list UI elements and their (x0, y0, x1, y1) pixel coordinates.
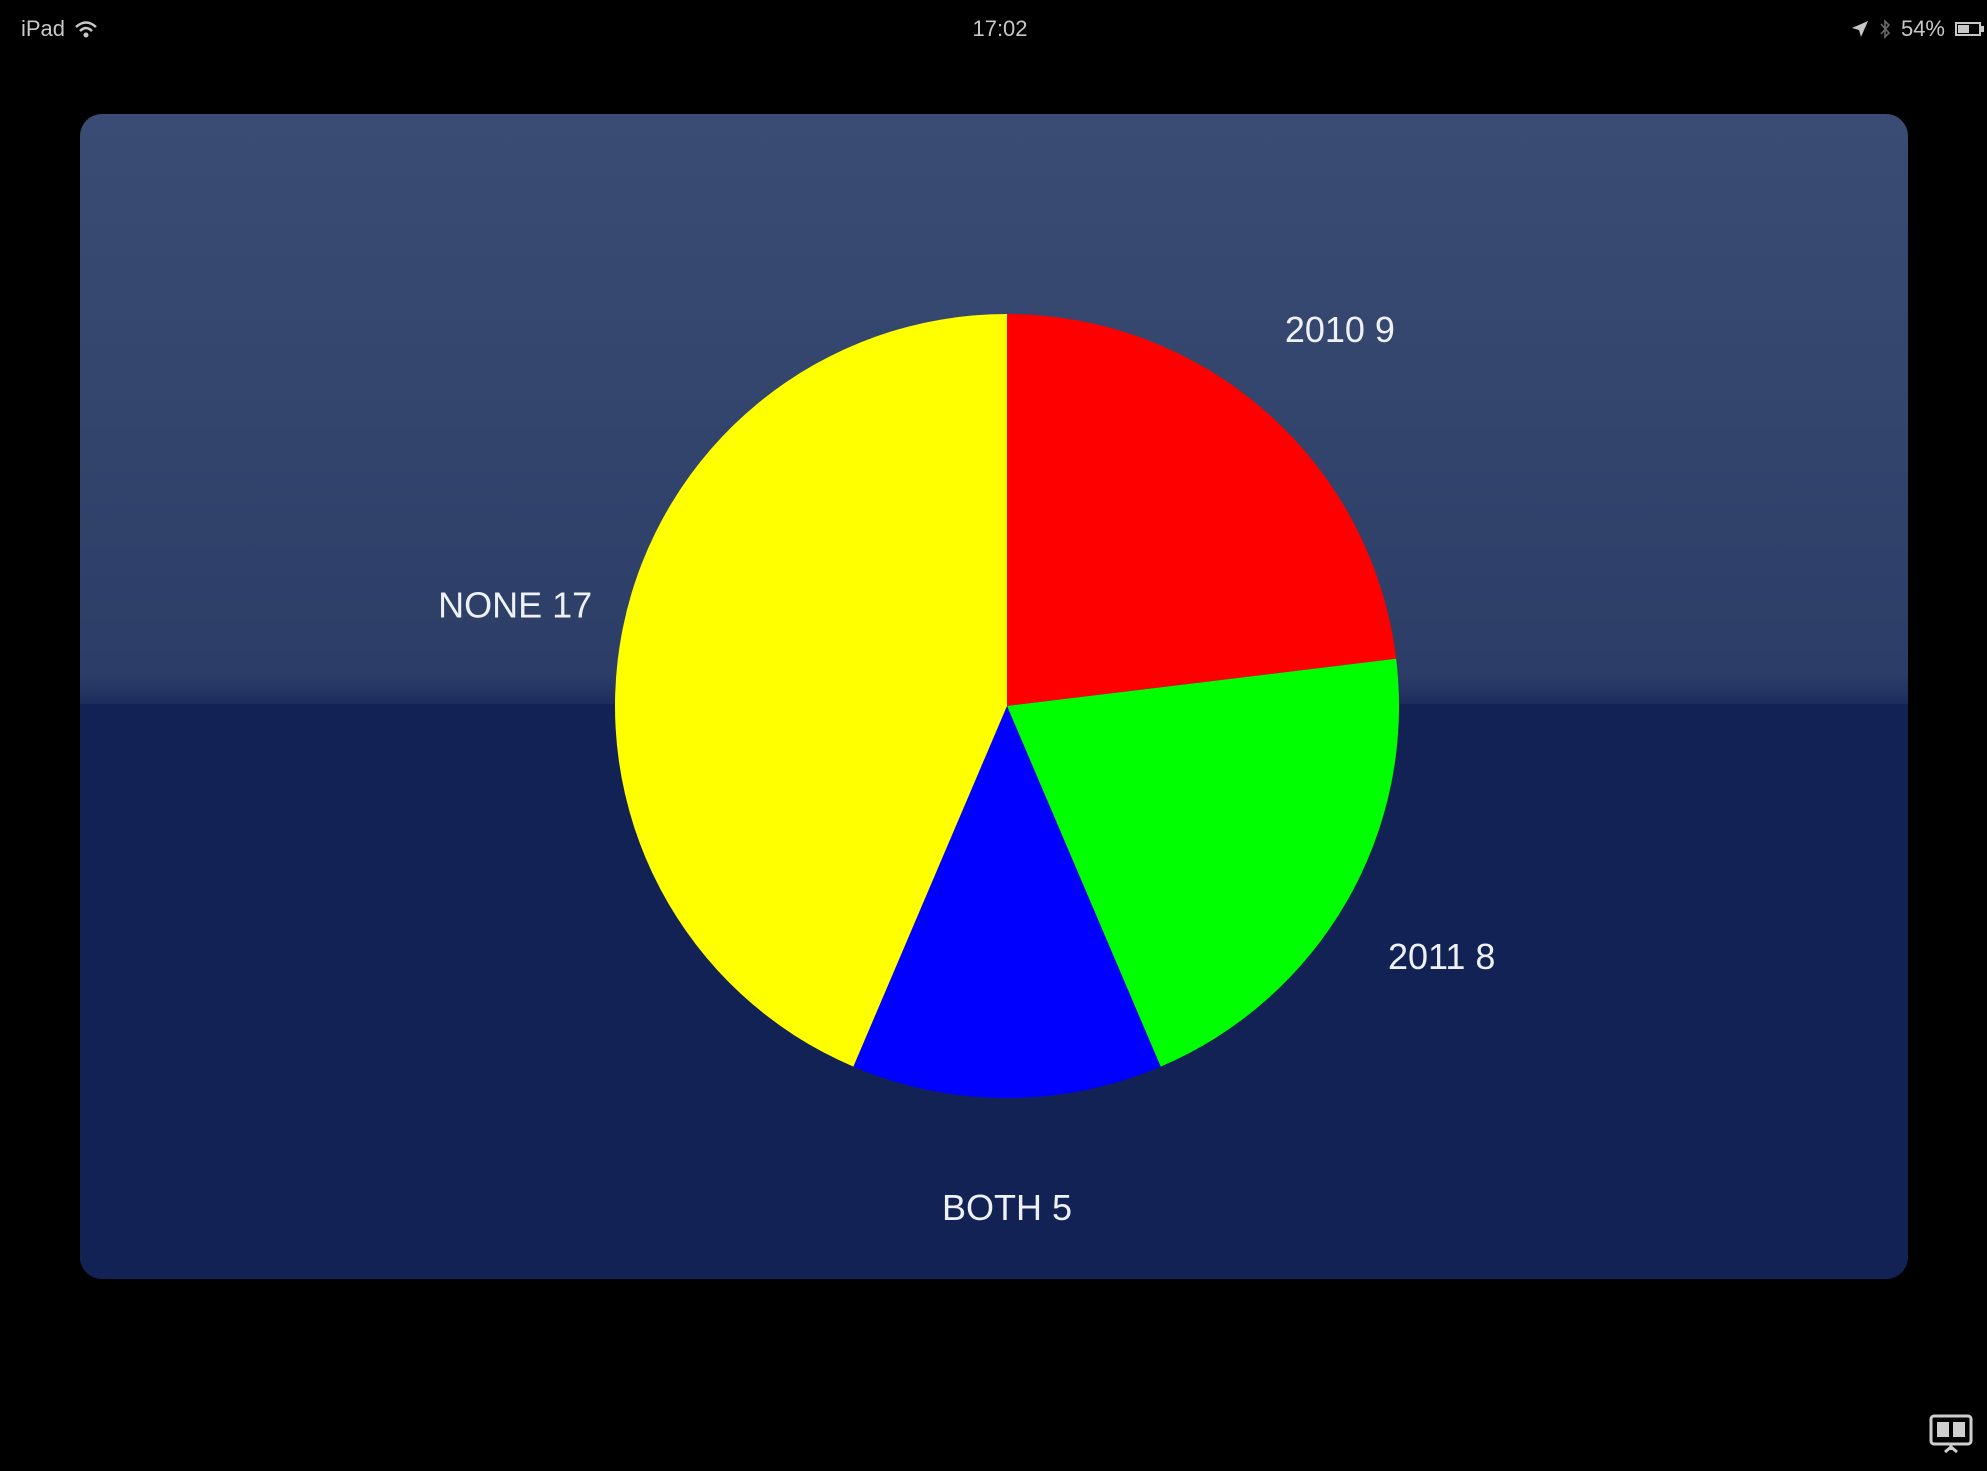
location-arrow-icon (1851, 21, 1868, 37)
pie-slice-both (853, 706, 1161, 1098)
status-time: 17:02 (972, 16, 1028, 41)
status-bar: iPad 17:02 54% (13, 8, 1987, 52)
slice-label-2010: 2010 9 (1285, 309, 1395, 350)
battery-icon (1955, 22, 1984, 36)
presentation-screen-icon[interactable] (1928, 1410, 1974, 1454)
status-right: 54% (1851, 16, 1985, 42)
pie-slice-none (614, 314, 1007, 1067)
slice-label-2011: 2011 8 (1388, 936, 1495, 977)
pie-slice-2011 (1007, 658, 1399, 1067)
slice-label-both: BOTH 5 (942, 1187, 1072, 1228)
bluetooth-icon (1880, 19, 1891, 39)
wifi-icon (75, 21, 97, 38)
slice-label-none: NONE 17 (438, 585, 592, 626)
status-left: iPad (21, 16, 99, 42)
pie-slice-2010 (1007, 314, 1397, 706)
battery-percentage: 54% (1900, 16, 1945, 41)
device-name: iPad (21, 16, 66, 41)
